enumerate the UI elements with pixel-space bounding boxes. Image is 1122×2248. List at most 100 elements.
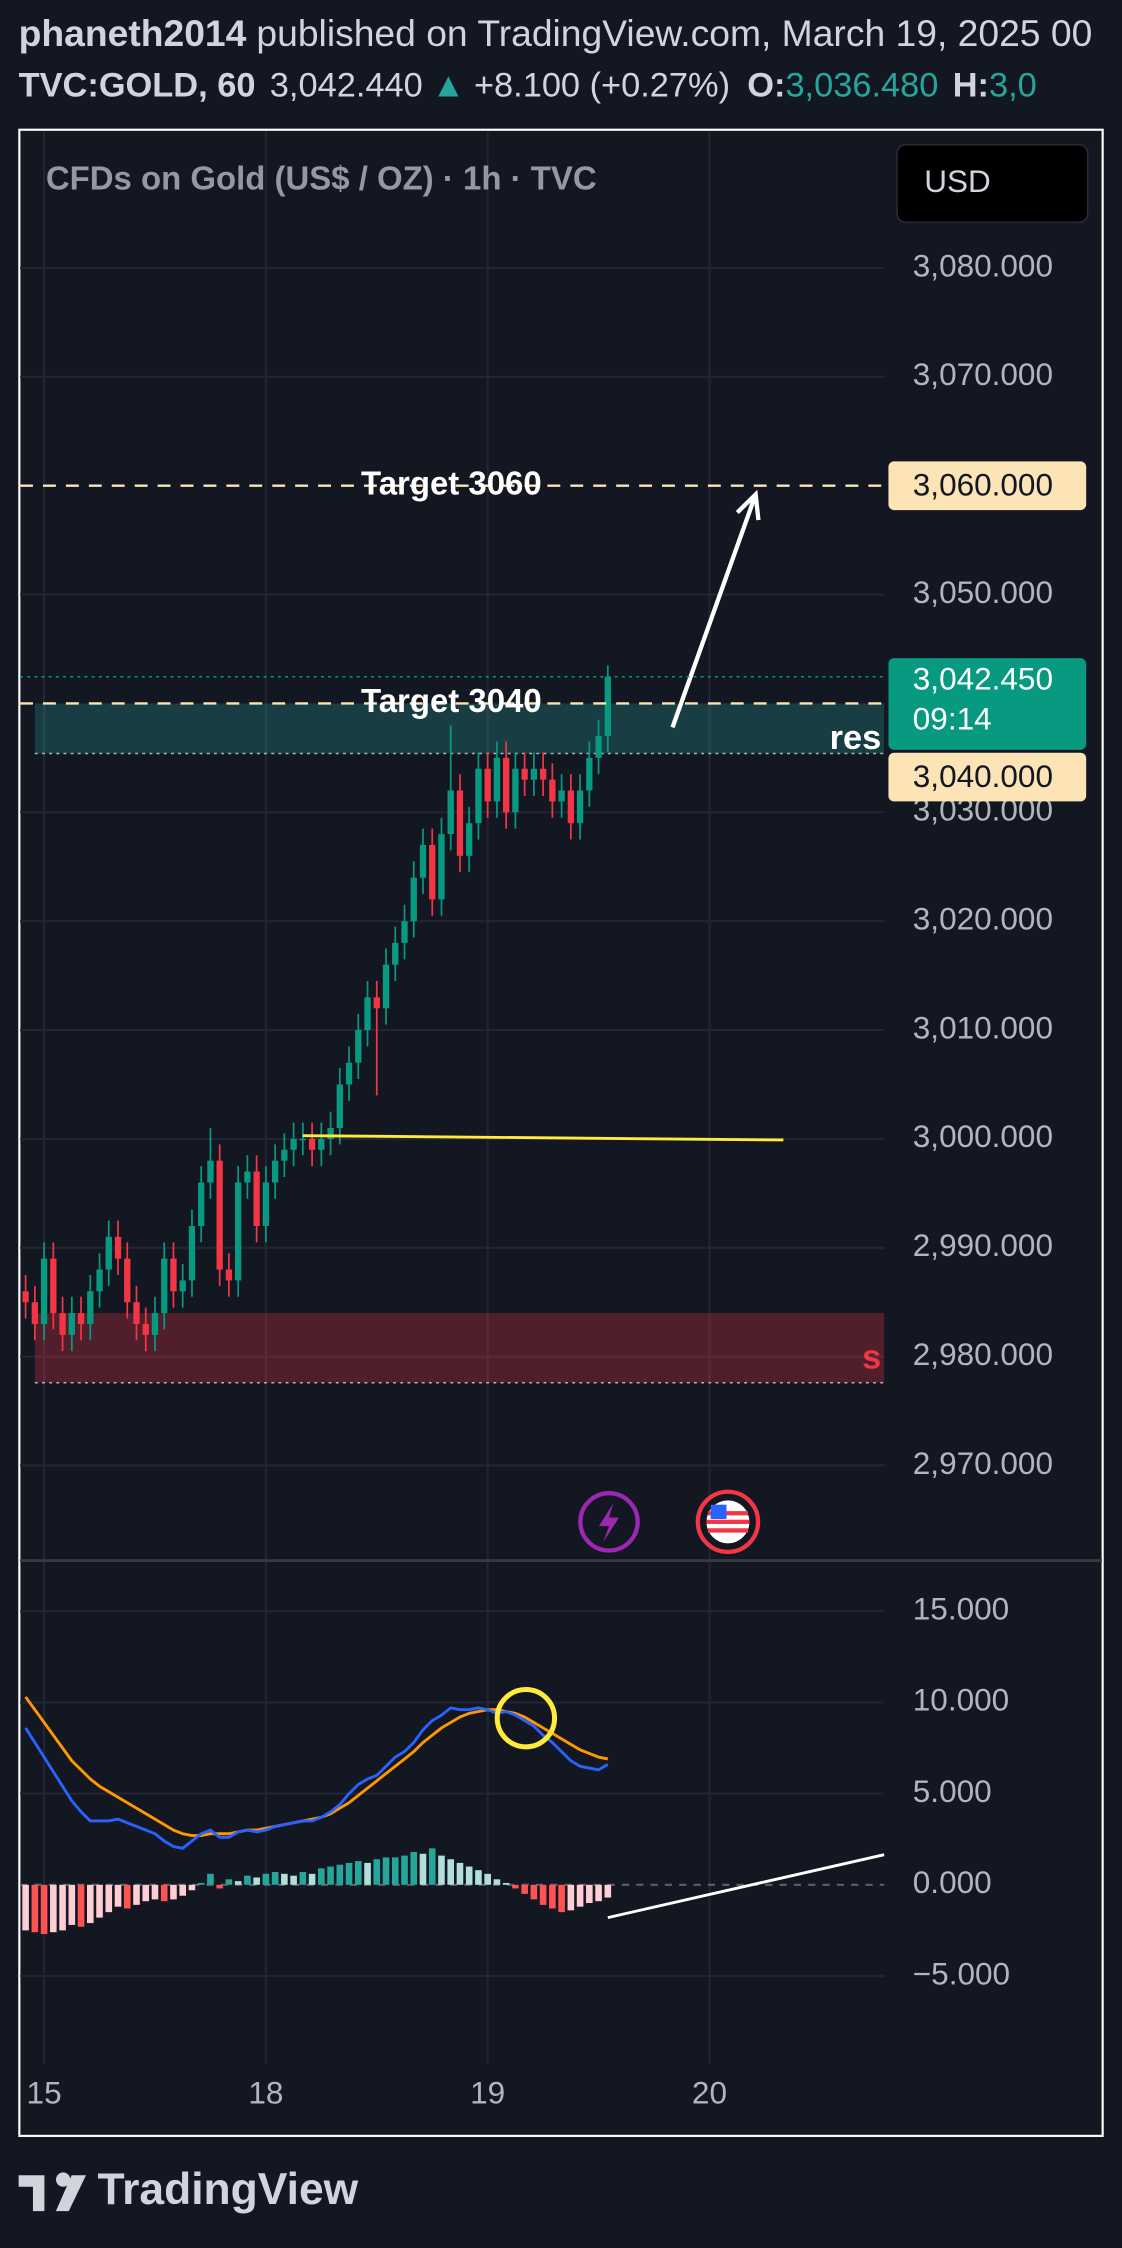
price-tag <box>888 461 1087 511</box>
candle-body <box>68 1313 75 1335</box>
histogram-bar <box>373 1859 381 1885</box>
histogram-bar <box>123 1884 131 1909</box>
histogram-bar <box>428 1848 436 1885</box>
histogram-bar <box>465 1866 473 1885</box>
histogram-bar <box>31 1884 39 1933</box>
legend-title: CFDs on Gold (US$ / OZ) · 1h · TVC <box>46 159 597 196</box>
x-tick-label: 20 <box>692 2074 727 2110</box>
candle-body <box>198 1182 205 1226</box>
currency[interactable]: USD <box>924 163 991 199</box>
histogram-bar <box>484 1873 491 1885</box>
histogram-bar <box>244 1875 251 1885</box>
histogram-bar <box>355 1861 362 1885</box>
candle-body <box>558 790 565 802</box>
candle-body <box>308 1138 316 1150</box>
highlight-circle <box>494 1687 558 1750</box>
event-lightning[interactable] <box>578 1491 640 1553</box>
candle-body <box>392 942 399 965</box>
histogram-bar <box>327 1866 334 1885</box>
candle-body <box>207 1160 214 1183</box>
currency-box[interactable] <box>896 144 1089 223</box>
header-line: phaneth2014 published on TradingView.com,… <box>19 12 1093 54</box>
candle-body <box>503 757 510 813</box>
histogram-bar <box>447 1859 455 1885</box>
candle-body <box>114 1236 122 1259</box>
histogram-bar <box>50 1884 57 1933</box>
candle-body <box>567 790 574 824</box>
change: +8.100 (+0.27%) <box>474 67 730 105</box>
y-tick-label: 3,020.000 <box>913 900 1053 936</box>
histogram-bar <box>410 1851 418 1885</box>
flag-canton <box>710 1504 727 1519</box>
candle-body <box>142 1323 149 1335</box>
y-tick-label: 0.000 <box>913 1864 992 1900</box>
candle-body <box>466 823 473 856</box>
histogram-bar <box>142 1884 150 1902</box>
candle-body <box>549 779 556 802</box>
histogram-bar <box>549 1884 556 1909</box>
author: phaneth2014 <box>19 12 247 54</box>
candle-body <box>22 1291 29 1303</box>
histogram-bar <box>151 1884 159 1900</box>
candle-body <box>87 1291 94 1324</box>
candle-body <box>355 1030 362 1063</box>
candle-body <box>586 757 593 791</box>
zone-label: s <box>862 1338 881 1376</box>
candle-body <box>151 1313 159 1335</box>
candle-body <box>188 1225 196 1281</box>
histogram-bar <box>207 1873 214 1885</box>
current-price: 3,042.450 <box>913 660 1053 696</box>
candle-body <box>161 1258 168 1314</box>
countdown: 09:14 <box>913 701 992 737</box>
x-tick-label: 18 <box>248 2074 283 2110</box>
histogram-bar <box>512 1884 519 1889</box>
histogram-bar <box>318 1868 325 1885</box>
histogram-bar <box>336 1864 344 1885</box>
current-price-tag <box>888 658 1087 750</box>
histogram-bar <box>87 1884 94 1924</box>
candle-body <box>345 1062 353 1085</box>
candle-body <box>429 844 436 900</box>
price-tag <box>888 752 1087 802</box>
high: 3,0 <box>989 67 1037 105</box>
histogram-bar <box>299 1872 307 1885</box>
histogram-bar <box>364 1862 371 1885</box>
arrow-head <box>735 489 761 521</box>
histogram-bar <box>382 1857 390 1885</box>
y-tick-label: 3,080.000 <box>913 247 1053 283</box>
arrow <box>670 493 758 729</box>
candle-body <box>456 790 464 856</box>
x-tick-label: 19 <box>470 2074 505 2110</box>
candle-body <box>50 1258 57 1314</box>
candle-body <box>576 790 584 824</box>
open: 3,036.480 <box>785 67 938 105</box>
event-flag[interactable] <box>695 1489 761 1555</box>
candle-body <box>271 1160 279 1183</box>
high-label: H: <box>953 67 989 105</box>
candle-body <box>604 676 611 737</box>
candle-body <box>253 1171 260 1226</box>
candle-body <box>336 1084 343 1129</box>
histogram-bar <box>22 1884 29 1931</box>
candle-body <box>318 1138 325 1150</box>
candle-body <box>364 997 371 1031</box>
candle-body <box>530 768 538 780</box>
last: 3,042.440 <box>270 67 423 105</box>
target-label: Target 3040 <box>361 682 542 719</box>
candle-body <box>447 790 454 835</box>
histogram-bar <box>493 1879 501 1885</box>
histogram-bar <box>68 1884 76 1925</box>
histogram-bar <box>160 1884 168 1902</box>
histogram-bar <box>179 1884 187 1896</box>
histogram-bar <box>502 1882 510 1885</box>
candle-body <box>493 757 501 802</box>
symbol: TVC:GOLD, 60 <box>19 67 256 105</box>
target-label: Target 3060 <box>361 464 542 501</box>
candle-body <box>419 844 427 878</box>
histogram-bar <box>216 1884 223 1889</box>
histogram-bar <box>225 1879 233 1885</box>
quote-line: TVC:GOLD, 60 3,042.440 ▲ +8.100 (+0.27%) O:3… <box>19 67 1037 105</box>
candle-body <box>77 1313 85 1324</box>
y-tick-label: 2,980.000 <box>913 1336 1053 1372</box>
